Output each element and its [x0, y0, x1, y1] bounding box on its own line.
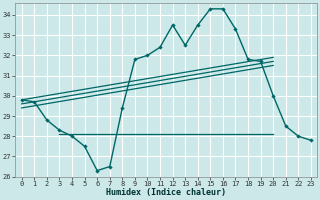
- X-axis label: Humidex (Indice chaleur): Humidex (Indice chaleur): [106, 188, 226, 197]
